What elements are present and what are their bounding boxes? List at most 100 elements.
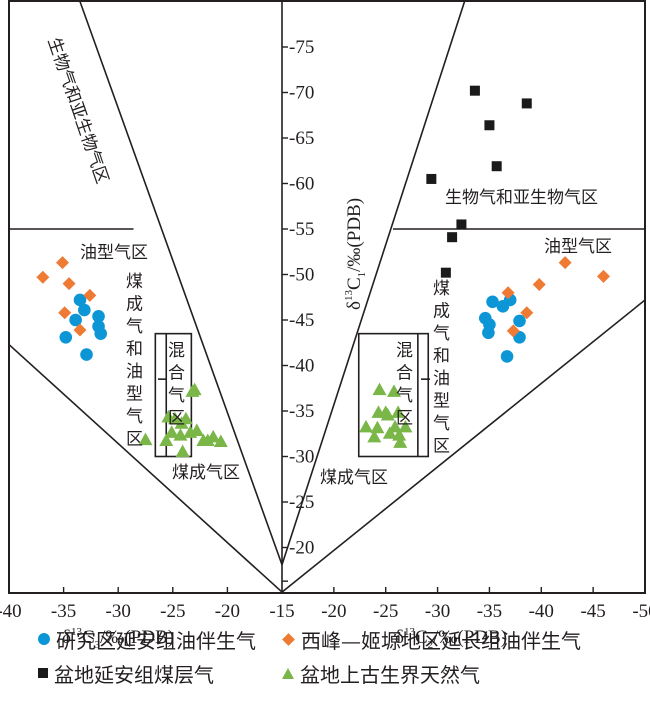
circle-point — [94, 327, 108, 340]
right-lower-boundary-line — [281, 299, 646, 593]
x-tick-label-left: -25 — [160, 601, 185, 622]
axis-title-part: 3 — [95, 639, 101, 651]
label-char: 合 — [168, 364, 185, 384]
triangle-point — [391, 405, 406, 418]
label-char: 气 — [433, 414, 450, 434]
x-tick-label-left: -15 — [269, 601, 294, 622]
x-tick-label-right: -25 — [373, 601, 398, 622]
circle-marker-icon — [38, 633, 50, 645]
x-tick-label-right: -40 — [529, 601, 554, 622]
circle-point — [482, 326, 495, 340]
axis-title-part: 2 — [428, 639, 434, 651]
label-char: 区 — [168, 409, 185, 429]
circle-point — [513, 314, 526, 328]
right-coal-zone-label: 煤成气区 — [320, 468, 388, 488]
circle-point — [80, 348, 93, 361]
right-upper-boundary-line — [281, 1, 466, 566]
x-tick-label-right: -20 — [321, 601, 346, 622]
x-tick-label-right: -30 — [425, 601, 450, 622]
triangle-point — [200, 433, 215, 447]
square-point — [484, 120, 495, 131]
square-point — [447, 232, 458, 243]
legend-item-upper-paleozoic-gas: 盆地上古生界天然气 — [282, 659, 480, 688]
legend-label: 西峰—姬塬地区延长组油伴生气 — [301, 628, 581, 653]
square-point — [440, 267, 451, 278]
label-char: 和 — [126, 340, 143, 360]
circle-point — [78, 303, 91, 317]
triangle-point — [189, 423, 204, 437]
legend-item-study-area-oil-gas: 研究区延安组油伴生气 — [38, 625, 282, 654]
plot-frame — [8, 0, 646, 594]
circle-point — [73, 293, 87, 307]
triangle-marker-icon — [282, 667, 294, 679]
label-char: 成 — [126, 295, 143, 315]
square-marker-icon — [38, 668, 48, 678]
circle-point — [92, 310, 105, 323]
legend-item-xifeng-jiyuan-oil-gas: 西峰—姬塬地区延长组油伴生气 — [282, 625, 581, 654]
axis-title-part: δ — [395, 627, 404, 648]
y-tick-label: -50 — [289, 265, 314, 286]
diamond-point — [532, 278, 546, 292]
y-tick-label: -20 — [289, 538, 314, 559]
y-tick-label: -65 — [289, 128, 314, 149]
diamond-point — [520, 306, 534, 320]
legend-label: 盆地延安组煤层气 — [54, 662, 214, 687]
axis-title-part: C — [82, 627, 95, 648]
diamond-point — [558, 256, 572, 270]
circle-point — [69, 313, 82, 327]
y-tick-label: -35 — [289, 401, 314, 422]
triangle-point — [392, 428, 407, 441]
label-char: 气 — [126, 407, 143, 427]
label-char: 区 — [126, 430, 143, 450]
x-axis-title-right: δ13C2/‰(PDB) — [395, 626, 507, 651]
data-points — [36, 85, 611, 457]
triangle-point — [359, 419, 374, 433]
x-tick-label-left: -20 — [215, 601, 240, 622]
y-axis-title: δ13C1/‰(PDB) — [343, 198, 368, 310]
circle-point — [500, 350, 514, 363]
label-char: 气 — [433, 324, 450, 344]
diamond-marker-icon — [282, 632, 295, 646]
y-tick-label: -70 — [289, 83, 314, 104]
series-circle — [59, 293, 108, 361]
diamond-point — [56, 256, 70, 270]
axis-title-part: /‰(PDB) — [344, 198, 365, 272]
diamond-point — [501, 286, 515, 300]
y-tick-label: -55 — [289, 219, 314, 240]
triangle-point — [398, 419, 413, 433]
y-tick-label: -40 — [289, 356, 314, 377]
left-bio-zone-label: 生物气和亚生物气区 — [43, 35, 112, 186]
axis-title-part: 13 — [404, 626, 416, 638]
circle-point — [59, 330, 73, 344]
x-tick-label-right: -45 — [580, 601, 605, 622]
series-triangle — [138, 382, 228, 457]
label-char: 区 — [396, 409, 413, 429]
axis-title-part: 13 — [343, 290, 355, 302]
y-tick-label: -30 — [289, 447, 314, 468]
legend-label: 研究区延安组油伴生气 — [56, 628, 256, 653]
square-point — [491, 161, 502, 172]
triangle-point — [367, 429, 382, 443]
legend: 研究区延安组油伴生气 西峰—姬塬地区延长组油伴生气 盆地延安组煤层气 盆地上古生… — [38, 622, 650, 690]
x-tick-label-left: -40 — [0, 601, 22, 622]
axis-title-part: /‰(PDB) — [100, 627, 174, 648]
label-char: 油 — [433, 369, 450, 389]
square-point — [456, 219, 467, 230]
triangle-point — [167, 411, 182, 425]
diamond-point — [62, 277, 76, 291]
left-coal-zone-label: 煤成气区 — [172, 463, 240, 483]
legend-item-coalbed-gas: 盆地延安组煤层气 — [38, 659, 282, 688]
zone-boundaries — [8, 1, 646, 593]
left-oil-zone-label: 油型气区 — [80, 243, 148, 263]
label-char: 区 — [433, 437, 450, 457]
label-char: 和 — [433, 347, 450, 367]
left-lower-boundary-line — [8, 343, 283, 593]
triangle-point — [138, 432, 153, 446]
x-tick-label-left: -35 — [51, 601, 76, 622]
plot-border — [8, 0, 646, 594]
label-char: 混 — [396, 341, 413, 361]
series-triangle — [359, 382, 413, 448]
triangle-point — [380, 408, 395, 421]
diamond-point — [36, 270, 50, 284]
